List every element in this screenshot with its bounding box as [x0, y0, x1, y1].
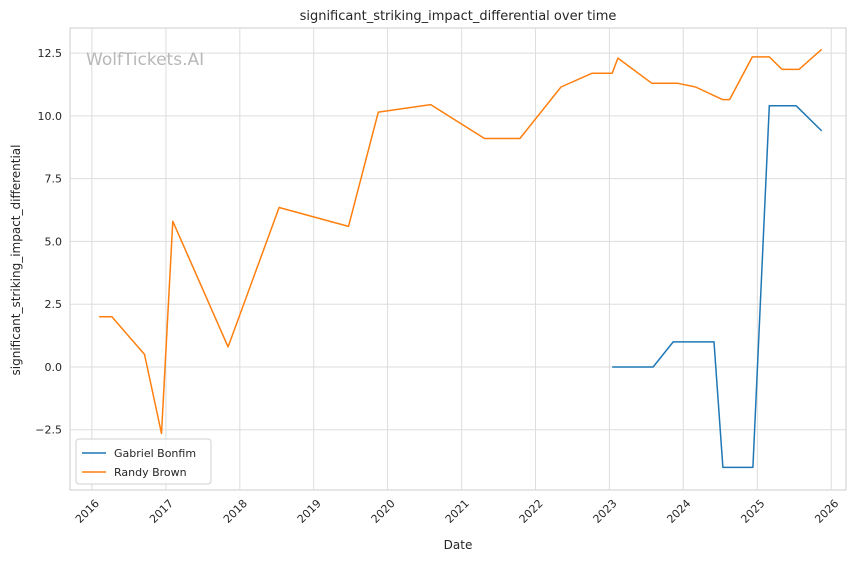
plot-area [69, 27, 847, 491]
x-tick-label: 2021 [443, 497, 472, 526]
x-tick-label: 2022 [517, 497, 546, 526]
series-line-randy-brown [99, 48, 823, 435]
watermark: WolfTickets.AI [86, 50, 204, 70]
chart-title: significant_striking_impact_differential… [300, 9, 617, 24]
y-tick-label: 12.5 [38, 47, 63, 60]
series-line-gabriel-bonfim [612, 105, 823, 469]
x-tick-label: 2023 [591, 497, 620, 526]
grid-lines [70, 28, 846, 490]
y-tick-label: 10.0 [38, 110, 63, 123]
series-lines [99, 48, 823, 469]
y-axis-label: significant_striking_impact_differential [9, 145, 23, 376]
legend-label-gabriel-bonfim: Gabriel Bonfim [114, 447, 196, 460]
y-tick-label: −2.5 [35, 424, 62, 437]
x-tick-label: 2019 [295, 497, 324, 526]
x-tick-label: 2016 [73, 497, 102, 526]
legend-box [75, 438, 212, 485]
y-tick-label: 0.0 [45, 361, 63, 374]
y-tick-label: 7.5 [45, 173, 63, 186]
x-tick-label: 2018 [221, 497, 250, 526]
x-tick-label: 2017 [147, 497, 176, 526]
y-tick-labels: −2.5 0.0 2.5 5.0 7.5 10.0 12.5 [35, 47, 62, 437]
legend: Gabriel Bonfim Randy Brown [75, 438, 212, 485]
x-tick-labels: 2016 2017 2018 2019 2020 2021 2022 2023 2024 2025… [73, 497, 841, 526]
legend-label-randy-brown: Randy Brown [114, 466, 187, 479]
x-axis-label: Date [444, 538, 473, 552]
x-tick-label: 2026 [812, 497, 841, 526]
y-tick-label: 2.5 [45, 298, 63, 311]
x-tick-label: 2025 [738, 497, 767, 526]
x-tick-label: 2024 [664, 497, 693, 526]
x-tick-label: 2020 [369, 497, 398, 526]
y-tick-label: 5.0 [45, 235, 63, 248]
